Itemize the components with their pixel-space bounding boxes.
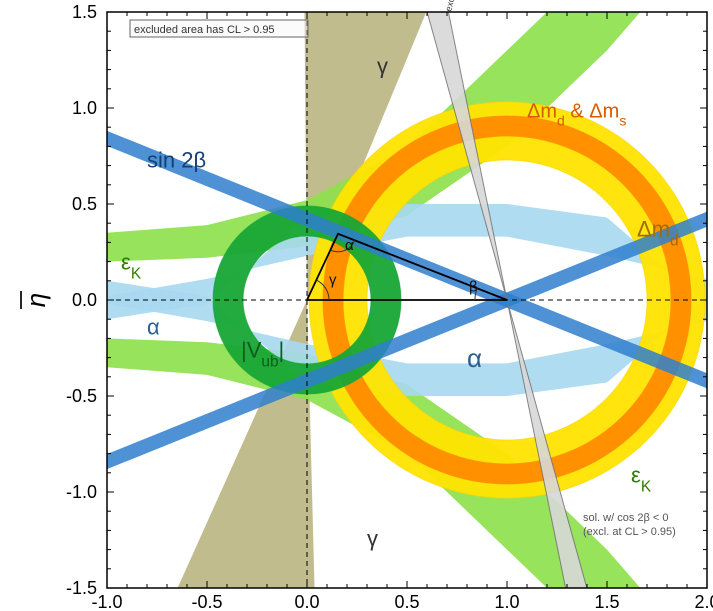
svg-text:εK: εK bbox=[631, 462, 652, 495]
svg-text:η: η bbox=[21, 293, 51, 307]
svg-text:-0.5: -0.5 bbox=[191, 592, 222, 611]
svg-text:γ: γ bbox=[367, 526, 378, 551]
chart-container: αβγ-1.0-0.50.00.51.01.52.0-1.5-1.0-0.50.… bbox=[0, 0, 713, 611]
svg-text:1.5: 1.5 bbox=[72, 2, 97, 22]
svg-text:1.5: 1.5 bbox=[594, 592, 619, 611]
svg-text:1.0: 1.0 bbox=[494, 592, 519, 611]
svg-text:γ: γ bbox=[329, 272, 337, 289]
svg-text:0.0: 0.0 bbox=[72, 290, 97, 310]
svg-text:α: α bbox=[467, 343, 482, 373]
unitarity-triangle-plot: αβγ-1.0-0.50.00.51.01.52.0-1.5-1.0-0.50.… bbox=[0, 0, 713, 611]
svg-text:γ: γ bbox=[377, 53, 388, 78]
svg-text:excluded at CL > 0.95: excluded at CL > 0.95 bbox=[443, 0, 474, 12]
svg-text:-1.5: -1.5 bbox=[66, 578, 97, 598]
svg-text:sin 2β: sin 2β bbox=[147, 148, 206, 173]
svg-text:sol. w/ cos 2β < 0: sol. w/ cos 2β < 0 bbox=[583, 512, 669, 524]
svg-text:0.0: 0.0 bbox=[294, 592, 319, 611]
svg-text:α: α bbox=[147, 315, 160, 340]
svg-text:α: α bbox=[345, 237, 354, 254]
svg-text:1.0: 1.0 bbox=[72, 98, 97, 118]
svg-text:2.0: 2.0 bbox=[694, 592, 713, 611]
svg-text:(excl. at CL > 0.95): (excl. at CL > 0.95) bbox=[583, 526, 676, 538]
svg-text:β: β bbox=[469, 278, 478, 295]
svg-text:0.5: 0.5 bbox=[394, 592, 419, 611]
svg-text:-0.5: -0.5 bbox=[66, 386, 97, 406]
svg-text:0.5: 0.5 bbox=[72, 194, 97, 214]
svg-text:-1.0: -1.0 bbox=[66, 482, 97, 502]
svg-text:excluded area has CL > 0.95: excluded area has CL > 0.95 bbox=[134, 24, 275, 36]
